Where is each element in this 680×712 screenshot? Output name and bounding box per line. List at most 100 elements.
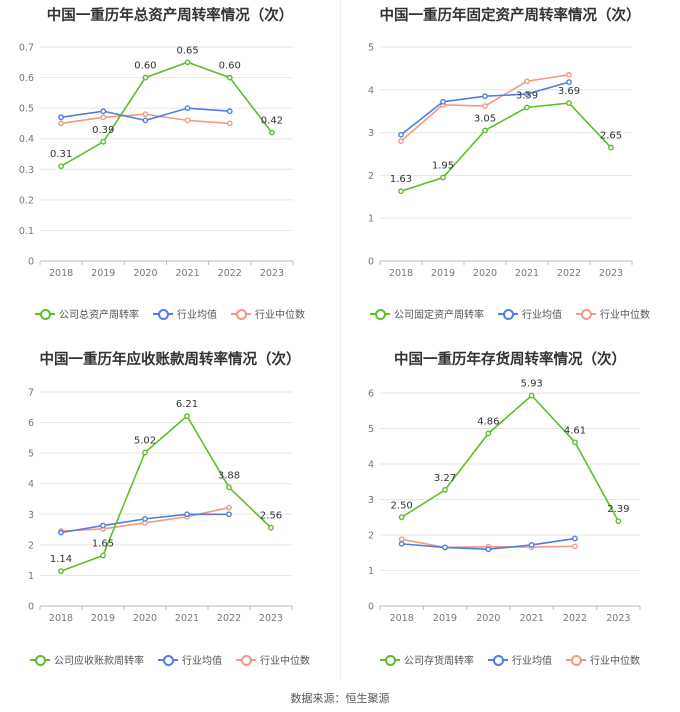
data-label: 2.65	[600, 131, 622, 142]
legend-item-industry-avg[interactable]: 行业均值	[498, 306, 562, 321]
series-line-company	[401, 394, 620, 522]
legend-label-industry-avg: 行业均值	[512, 656, 552, 667]
data-point-industry_avg	[142, 117, 149, 124]
data-source-note: 数据来源：恒生聚源	[290, 692, 390, 705]
legend-item-company[interactable]: 公司固定资产周转率	[370, 306, 484, 321]
x-tick-label: 2019	[91, 613, 115, 624]
data-label: 2.50	[391, 500, 413, 511]
data-point-company	[482, 127, 488, 134]
data-point-company	[485, 430, 492, 437]
data-point-industry_avg	[485, 546, 492, 553]
x-tick-label: 2021	[515, 268, 539, 279]
data-point-industry_avg	[482, 93, 488, 100]
x-tick-label: 2022	[563, 613, 587, 624]
data-point-industry_avg	[398, 131, 404, 138]
legend-item-company[interactable]: 公司存货周转率	[380, 652, 474, 667]
chart-legend: 公司存货周转率 行业均值 行业中位数	[340, 652, 680, 667]
data-point-industry_avg	[184, 511, 190, 518]
legend-label-industry-median: 行业中位数	[255, 310, 305, 321]
chart-receivables-turnover: 中国一重历年应收账款周转率情况（次） 0 1 2 3 4 5 6 7 2018 2019 2020 2…	[0, 344, 340, 684]
data-point-company	[268, 524, 274, 531]
legend-item-industry-median[interactable]: 行业中位数	[576, 306, 650, 321]
data-point-industry_avg	[524, 91, 530, 97]
data-point-industry_median	[226, 120, 233, 127]
x-tick-label: 2020	[476, 613, 500, 624]
x-tick-label: 2021	[520, 613, 544, 624]
data-point-company	[142, 449, 148, 456]
data-point-industry_avg	[226, 108, 233, 115]
data-point-company	[58, 568, 64, 575]
data-label: 0.31	[50, 149, 72, 160]
legend-label-industry-avg: 行业均值	[182, 656, 222, 667]
x-tick-label: 2018	[390, 613, 414, 624]
data-label: 4.86	[477, 416, 499, 427]
legend-item-company[interactable]: 公司总资产周转率	[35, 306, 139, 321]
chart-inventory-turnover: 中国一重历年存货周转率情况（次） 0 1 2 3 4 5 6 2018 2019 2020 2021…	[340, 344, 680, 684]
data-point-industry_avg	[58, 114, 64, 121]
legend-swatch-company	[370, 308, 390, 320]
vertical-divider	[340, 0, 341, 680]
legend-label-company: 公司总资产周转率	[59, 310, 139, 321]
legend-label-industry-median: 行业中位数	[260, 656, 310, 667]
data-label: 0.39	[92, 125, 114, 136]
y-tick-label: 6	[28, 418, 34, 429]
data-label: 3.05	[474, 113, 496, 124]
data-point-company	[100, 552, 106, 559]
x-tick-label: 2019	[433, 613, 457, 624]
data-point-industry_avg	[398, 540, 405, 547]
legend-item-industry-median[interactable]: 行业中位数	[236, 652, 310, 667]
data-point-industry_median	[398, 536, 405, 543]
chart-plot: 0 0.1 0.2 0.3 0.4 0.5 0.6 0.7 2018 2019 2020 2021 20…	[19, 43, 294, 279]
series-line-company	[60, 61, 273, 167]
y-tick-label: 1	[368, 566, 374, 577]
y-tick-label: 3	[368, 128, 374, 139]
legend-item-industry-avg[interactable]: 行业均值	[158, 652, 222, 667]
data-point-company	[58, 163, 64, 170]
series-line-company	[400, 102, 612, 192]
legend-swatch-industry-median	[236, 654, 256, 666]
data-point-company	[440, 174, 446, 181]
y-tick-label: 0.7	[19, 43, 34, 54]
chart-title: 中国一重历年总资产周转率情况（次）	[46, 8, 294, 24]
chart-title: 中国一重历年固定资产周转率情况（次）	[379, 8, 641, 24]
data-point-industry_avg	[58, 529, 64, 536]
legend-item-industry-avg[interactable]: 行业均值	[488, 652, 552, 667]
legend-item-industry-median[interactable]: 行业中位数	[231, 306, 305, 321]
data-point-industry_avg	[566, 79, 572, 85]
chart-title: 中国一重历年存货周转率情况（次）	[394, 352, 626, 368]
data-label: 1.65	[92, 539, 114, 550]
y-tick-label: 4	[368, 460, 374, 471]
legend-label-industry-avg: 行业均值	[177, 310, 217, 321]
x-tick-label: 2023	[259, 613, 283, 624]
chart-plot: 0 1 2 3 4 5 2018 2019 2020 2021 2022 2023 1.63 1.95 3.…	[368, 43, 633, 279]
data-point-company	[184, 59, 191, 66]
data-point-industry_avg	[184, 105, 191, 112]
chart-total-asset-turnover: 中国一重历年总资产周转率情况（次） 0 0.1 0.2 0.3 0.4 0.5 0.6 0.7…	[0, 0, 340, 340]
legend-label-industry-median: 行业中位数	[590, 656, 640, 667]
x-tick-label: 2021	[175, 613, 199, 624]
y-tick-label: 2	[28, 540, 34, 551]
y-tick-label: 4	[28, 479, 34, 490]
legend-swatch-company	[35, 308, 55, 320]
x-tick-label: 2022	[218, 268, 242, 279]
data-label: 0.60	[134, 61, 156, 72]
y-tick-label: 1	[28, 571, 34, 582]
data-point-industry_median	[142, 111, 149, 118]
legend-label-industry-avg: 行业均值	[522, 310, 562, 321]
y-tick-label: 0.4	[19, 134, 34, 145]
data-label: 1.63	[390, 174, 412, 185]
data-label: 1.14	[50, 554, 72, 565]
data-point-industry_avg	[142, 515, 148, 522]
legend-swatch-industry-avg	[498, 308, 518, 320]
legend-item-industry-median[interactable]: 行业中位数	[566, 652, 640, 667]
y-tick-label: 3	[28, 510, 34, 521]
chart-legend: 公司固定资产周转率 行业均值 行业中位数	[340, 306, 680, 321]
legend-item-company[interactable]: 公司应收账款周转率	[30, 652, 144, 667]
y-tick-label: 4	[368, 85, 374, 96]
y-tick-label: 2	[368, 531, 374, 542]
y-tick-label: 5	[368, 43, 374, 54]
data-point-industry_median	[226, 504, 232, 511]
legend-item-industry-avg[interactable]: 行业均值	[153, 306, 217, 321]
x-tick-label: 2021	[175, 268, 199, 279]
data-label: 3.59	[516, 90, 538, 101]
